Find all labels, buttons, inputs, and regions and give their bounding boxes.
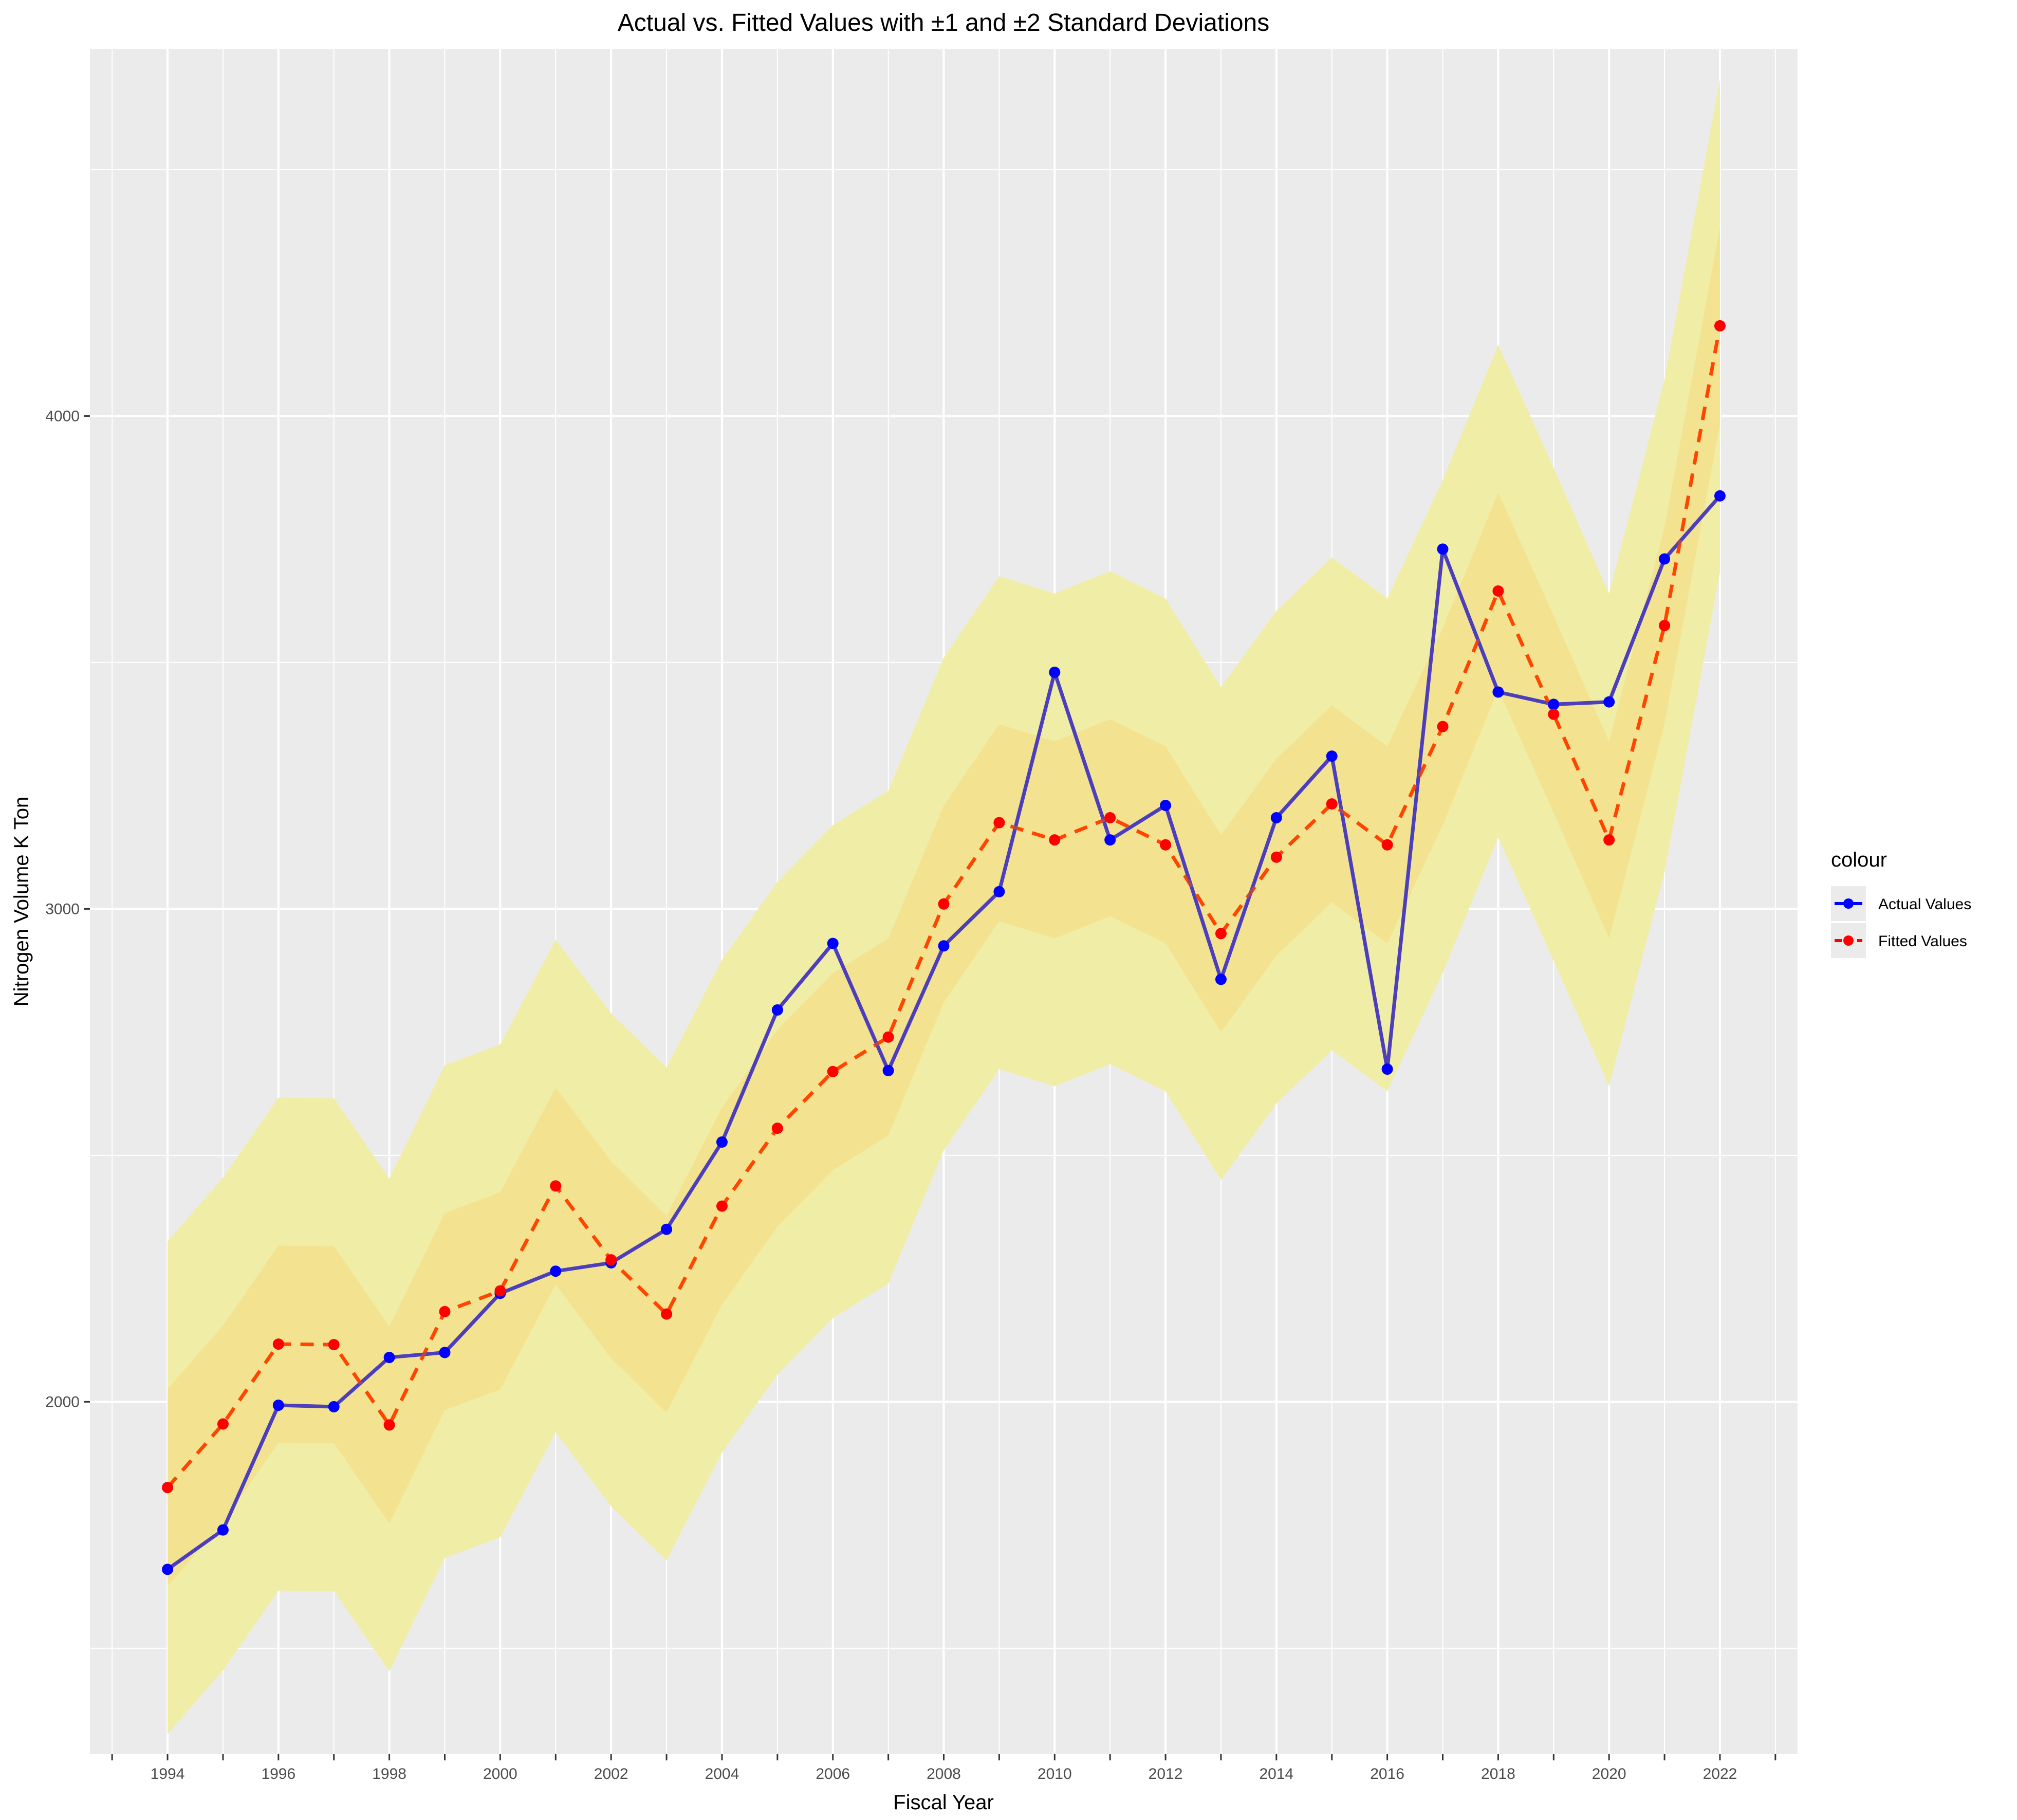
actual-values-point (1437, 543, 1449, 555)
actual-values-point (1326, 750, 1338, 762)
legend-label: Actual Values (1878, 896, 1971, 913)
actual-values-point (1548, 698, 1560, 710)
x-axis-title: Fiscal Year (893, 1791, 994, 1814)
x-tick-label: 2016 (1370, 1766, 1404, 1782)
y-axis: 2000 3000 4000 (45, 408, 90, 1410)
chart-title: Actual vs. Fitted Values with ±1 and ±2 … (618, 9, 1269, 36)
x-tick-label: 2006 (816, 1766, 850, 1782)
actual-values-point (1270, 812, 1282, 823)
legend-label: Fitted Values (1878, 933, 1967, 950)
fitted-values-point (716, 1200, 728, 1212)
x-tick-label: 2014 (1259, 1766, 1293, 1782)
fitted-values-point (1437, 721, 1449, 732)
y-tick-label: 3000 (45, 900, 80, 917)
fitted-values-point (328, 1339, 340, 1351)
x-tick-label: 2000 (483, 1766, 517, 1782)
x-tick-label: 1994 (151, 1766, 185, 1782)
actual-values-point (1049, 667, 1061, 678)
x-tick-label: 1998 (372, 1766, 406, 1782)
fitted-values-point (771, 1123, 783, 1134)
actual-values-point (272, 1400, 284, 1411)
fitted-values-point (882, 1031, 894, 1043)
actual-values-point (771, 1004, 783, 1016)
fitted-values-point (1603, 834, 1615, 846)
y-tick-label: 4000 (45, 408, 80, 425)
fitted-values-point (1215, 928, 1227, 940)
x-tick-label: 2012 (1149, 1766, 1183, 1782)
fitted-values-point (1326, 798, 1338, 810)
actual-values-point (162, 1564, 174, 1575)
x-tick-label: 2010 (1038, 1766, 1072, 1782)
fitted-values-point (162, 1482, 174, 1494)
actual-values-point (1603, 696, 1615, 708)
x-tick-label: 2008 (927, 1766, 961, 1782)
actual-values-point (1659, 553, 1671, 565)
fitted-values-point (1548, 708, 1560, 720)
fitted-values-point (938, 898, 950, 910)
fitted-values-point (272, 1338, 284, 1350)
actual-values-point (661, 1223, 673, 1235)
fitted-values-point (1160, 839, 1172, 851)
legend-key-point (1843, 935, 1854, 946)
actual-values-point (827, 937, 839, 949)
fitted-values-point (661, 1308, 673, 1320)
legend-title: colour (1831, 849, 1887, 871)
fitted-values-point (1049, 834, 1061, 846)
actual-values-point (1104, 834, 1116, 846)
x-tick-label: 2022 (1703, 1766, 1737, 1782)
fitted-values-point (439, 1306, 451, 1317)
fitted-values-point (1714, 320, 1726, 332)
fitted-values-point (827, 1065, 839, 1077)
fitted-values-point (605, 1254, 617, 1266)
fitted-values-point (1270, 851, 1282, 863)
actual-values-point (993, 886, 1005, 897)
actual-values-point (938, 940, 950, 952)
legend: colour Actual Values Fitted Values (1831, 849, 1971, 958)
fitted-values-point (550, 1180, 562, 1192)
actual-values-point (217, 1524, 229, 1536)
actual-values-point (1492, 686, 1504, 698)
fitted-values-point (383, 1419, 395, 1431)
x-tick-label: 2002 (594, 1766, 628, 1782)
x-tick-label: 2020 (1592, 1766, 1626, 1782)
actual-values-point (882, 1064, 894, 1076)
fitted-values-point (217, 1418, 229, 1430)
x-tick-label: 2018 (1481, 1766, 1515, 1782)
fitted-values-point (1659, 619, 1671, 631)
actual-values-point (328, 1401, 340, 1412)
actual-values-point (1215, 973, 1227, 985)
y-axis-title: Nitrogen Volume K Ton (10, 797, 33, 1006)
actual-values-point (1714, 490, 1726, 502)
actual-values-point (1160, 800, 1172, 812)
series-points (162, 320, 1726, 1575)
fitted-values-point (1381, 839, 1393, 851)
actual-values-point (1381, 1063, 1393, 1075)
legend-key-point (1843, 898, 1854, 909)
actual-values-point (550, 1265, 562, 1277)
fitted-values-point (494, 1285, 506, 1297)
x-axis: 1994 1996 1998 2000 2002 2004 2006 2008 2010 2012… (111, 1754, 1777, 1782)
x-tick-label: 2004 (705, 1766, 739, 1782)
actual-values-point (716, 1136, 728, 1148)
actual-values-point (383, 1352, 395, 1364)
actual-values-point (439, 1347, 451, 1358)
y-tick-label: 2000 (45, 1393, 80, 1410)
fitted-values-point (1104, 812, 1116, 823)
legend-entries: Actual Values Fitted Values (1831, 886, 1971, 958)
fitted-values-point (993, 817, 1005, 829)
fitted-values-point (1492, 585, 1504, 597)
x-tick-label: 1996 (261, 1766, 295, 1782)
